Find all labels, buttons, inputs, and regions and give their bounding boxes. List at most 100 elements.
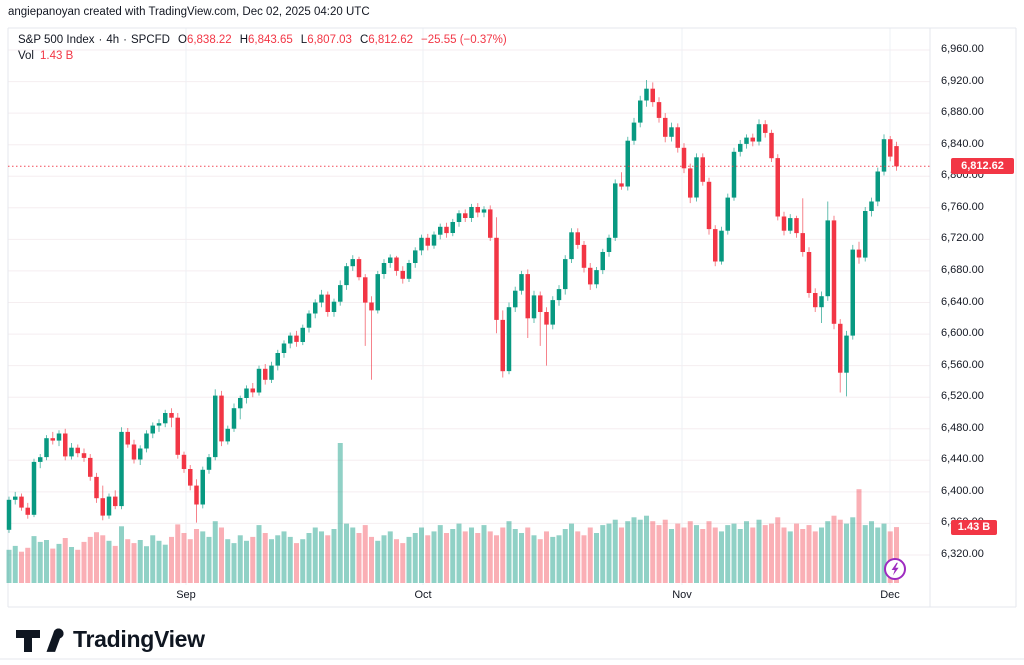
volume-bar bbox=[262, 533, 268, 583]
volume-bar bbox=[231, 543, 237, 583]
candle-body bbox=[250, 388, 255, 393]
lightning-bolt-icon bbox=[891, 562, 899, 576]
volume-bar bbox=[819, 527, 824, 583]
candle-body bbox=[538, 295, 543, 312]
time-axis-label: Oct bbox=[414, 589, 432, 601]
candle-body bbox=[400, 270, 405, 279]
candle-body bbox=[756, 124, 762, 142]
volume-bar bbox=[400, 543, 406, 583]
volume-bar bbox=[100, 535, 106, 583]
candle-body bbox=[588, 267, 593, 285]
legend-separator: · bbox=[98, 34, 103, 46]
volume-bar bbox=[50, 548, 56, 583]
volume-layer bbox=[6, 443, 899, 584]
volume-bar bbox=[569, 523, 574, 583]
candle-body bbox=[800, 233, 805, 252]
exchange-label[interactable]: SPCFD bbox=[131, 34, 170, 46]
candle-body bbox=[544, 312, 549, 325]
volume-bar bbox=[44, 540, 49, 583]
volume-bar bbox=[869, 521, 874, 583]
candle-body bbox=[225, 428, 230, 442]
volume-bar bbox=[381, 535, 387, 583]
volume-bar bbox=[712, 527, 718, 583]
volume-bar bbox=[81, 541, 87, 583]
volume-bar bbox=[856, 489, 862, 583]
candle-body bbox=[63, 433, 68, 457]
tradingview-logo[interactable]: TradingView bbox=[15, 626, 205, 653]
candle-body bbox=[881, 139, 887, 172]
volume-bar bbox=[344, 523, 349, 583]
price-axis-label: 6,560.00 bbox=[941, 358, 984, 371]
candle-body bbox=[606, 237, 612, 252]
volume-bar bbox=[606, 523, 612, 583]
candle-body bbox=[175, 417, 180, 455]
candle-body bbox=[94, 476, 99, 499]
open-value: 6,838.22 bbox=[186, 34, 232, 46]
legend-symbol-row[interactable]: S&P 500 Index · 4h · SPCFD O 6,838.22 H 6,… bbox=[18, 33, 507, 48]
candle-body bbox=[850, 249, 855, 336]
volume-bar bbox=[775, 517, 781, 583]
volume-bar bbox=[519, 533, 524, 583]
price-axis-label: 6,320.00 bbox=[941, 548, 984, 560]
candle-body bbox=[425, 237, 430, 246]
volume-bar bbox=[800, 529, 806, 583]
price-axis-label: 6,400.00 bbox=[941, 484, 984, 497]
candle-body bbox=[469, 207, 474, 218]
volume-bar bbox=[706, 521, 712, 583]
candle-body bbox=[550, 300, 555, 325]
volume-bar bbox=[625, 521, 631, 583]
volume-bar bbox=[187, 539, 193, 583]
candle-body bbox=[363, 277, 368, 303]
candle-body bbox=[688, 168, 693, 198]
volume-value: 1.43 B bbox=[40, 50, 74, 62]
volume-bar bbox=[87, 536, 93, 583]
candle-body bbox=[413, 250, 418, 263]
candle-body bbox=[188, 469, 193, 486]
volume-bar bbox=[812, 531, 818, 583]
candle-body bbox=[738, 143, 743, 152]
price-axis-label: 6,880.00 bbox=[941, 106, 984, 119]
open-prefix: O bbox=[177, 34, 187, 46]
volume-bar bbox=[106, 540, 112, 583]
volume-bar bbox=[419, 527, 424, 583]
candle-body bbox=[600, 252, 605, 271]
last-price-tag: 6,812.62 bbox=[951, 158, 1014, 175]
volume-bar bbox=[750, 527, 756, 583]
volume-bar bbox=[75, 549, 81, 583]
volume-bar bbox=[150, 535, 156, 583]
price-axis-label: 6,440.00 bbox=[941, 453, 984, 466]
interval-label[interactable]: 4h bbox=[106, 34, 120, 46]
volume-bar bbox=[125, 539, 131, 583]
volume-bar bbox=[525, 527, 531, 583]
lightning-event-icon[interactable] bbox=[883, 557, 907, 581]
candle-body bbox=[325, 294, 330, 312]
volume-bar bbox=[581, 535, 587, 583]
volume-bar bbox=[250, 536, 256, 583]
volume-bar bbox=[369, 536, 374, 583]
candle-body bbox=[894, 146, 899, 167]
candle-body bbox=[244, 388, 249, 398]
candle-body bbox=[644, 88, 649, 101]
symbol-title[interactable]: S&P 500 Index bbox=[18, 34, 95, 46]
candle-body bbox=[194, 485, 199, 505]
candle-body bbox=[319, 294, 324, 303]
candle-body bbox=[206, 457, 212, 470]
volume-bar bbox=[312, 527, 318, 583]
volume-bar bbox=[662, 519, 668, 583]
time-axis-label: Dec bbox=[880, 589, 900, 601]
volume-bar bbox=[837, 519, 843, 583]
volume-bar bbox=[612, 519, 618, 583]
price-axis-label: 6,960.00 bbox=[941, 43, 984, 55]
price-axis-label: 6,840.00 bbox=[941, 137, 984, 150]
candle-body bbox=[238, 398, 243, 409]
volume-bar bbox=[794, 523, 799, 583]
candle-body bbox=[419, 237, 424, 251]
candle-body bbox=[200, 469, 205, 505]
volume-bar bbox=[425, 535, 431, 583]
candle-body bbox=[694, 157, 699, 198]
chart-legend[interactable]: S&P 500 Index · 4h · SPCFD O 6,838.22 H 6,… bbox=[18, 33, 507, 64]
legend-volume-row[interactable]: Vol 1.43 B bbox=[18, 49, 507, 64]
high-prefix: H bbox=[239, 34, 249, 46]
candle-body bbox=[144, 433, 149, 449]
